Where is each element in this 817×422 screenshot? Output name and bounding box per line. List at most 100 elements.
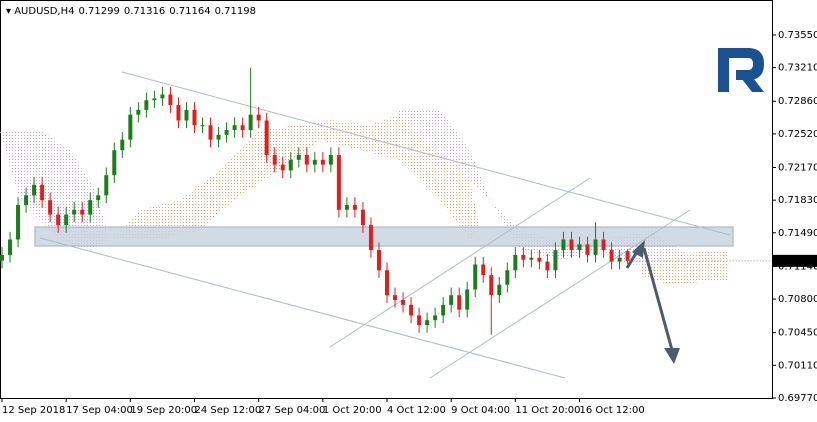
candle-body xyxy=(344,204,349,210)
candle-body xyxy=(328,155,333,165)
x-tick-label: 19 Sep 20:00 xyxy=(130,405,197,416)
resistance-zone xyxy=(34,226,734,247)
candle-body xyxy=(64,214,69,226)
x-tick-label: 16 Oct 12:00 xyxy=(580,405,645,416)
candle-body xyxy=(120,139,125,151)
y-tick-label: 0.72860 xyxy=(778,96,817,107)
x-tick-label: 24 Sep 12:00 xyxy=(195,405,262,416)
trend-channels xyxy=(39,71,731,379)
candle-body xyxy=(168,94,173,106)
candle-body xyxy=(40,184,45,201)
x-tick-label: 9 Oct 04:00 xyxy=(451,405,510,416)
candle-body xyxy=(256,114,261,121)
logo xyxy=(718,48,764,92)
x-tick-label: 11 Oct 20:00 xyxy=(515,405,580,416)
symbol: AUDUSD,H4 xyxy=(14,6,74,17)
candle-body xyxy=(505,270,510,285)
candle-body xyxy=(208,125,213,140)
candle-body xyxy=(336,155,341,210)
candle-body xyxy=(457,295,462,310)
candle-body xyxy=(240,125,245,131)
y-tick-label: 0.73210 xyxy=(778,63,817,74)
candle-body xyxy=(489,275,494,296)
candle-body xyxy=(401,300,406,305)
candle-body xyxy=(248,114,253,131)
candle-body xyxy=(441,304,446,316)
candle-body xyxy=(32,184,37,196)
candle-body xyxy=(521,254,526,260)
candle-body xyxy=(376,250,381,271)
candle-body xyxy=(24,195,29,205)
candle-body xyxy=(601,239,606,251)
candle-body xyxy=(545,261,550,271)
x-tick-label: 12 Sep 2018 xyxy=(2,405,65,416)
header-high: 0.71316 xyxy=(124,6,165,17)
candle-body xyxy=(136,109,141,115)
candle-body xyxy=(513,254,518,271)
candle-body xyxy=(280,164,285,171)
candle-body xyxy=(385,270,390,296)
candle-body xyxy=(16,204,21,240)
header-low: 0.71164 xyxy=(169,6,210,17)
y-tick-label: 0.70800 xyxy=(778,294,817,305)
header-open: 0.71299 xyxy=(79,6,120,17)
candle-body xyxy=(152,98,157,101)
y-tick-label: 0.69770 xyxy=(778,393,817,404)
y-tick-label: 0.71830 xyxy=(778,195,817,206)
candle-body xyxy=(272,155,277,165)
y-tick-label: 0.72170 xyxy=(778,162,817,173)
header-close: 0.71198 xyxy=(215,6,256,17)
candle-body xyxy=(569,239,574,251)
y-tick-label: 0.70110 xyxy=(778,360,817,371)
candle-body xyxy=(481,264,486,276)
candle-body xyxy=(288,159,293,171)
y-tick-label: 0.71490 xyxy=(778,228,817,239)
forecast-arrows xyxy=(625,240,680,364)
candle-body xyxy=(417,315,422,326)
candle-body xyxy=(449,295,454,305)
header-triangle: ▾ xyxy=(6,6,14,17)
x-tick-label: 27 Sep 04:00 xyxy=(259,405,326,416)
x-tick-label: 1 Oct 20:00 xyxy=(323,405,382,416)
candle-body xyxy=(104,175,109,196)
y-tick-label: 0.72520 xyxy=(778,129,817,140)
candle-body xyxy=(593,239,598,255)
candle-body xyxy=(80,209,85,215)
candle-body xyxy=(537,257,542,262)
candle-body xyxy=(112,150,117,176)
y-tick-label: 0.70450 xyxy=(778,328,817,339)
candle-body xyxy=(160,94,165,99)
candle-body xyxy=(48,200,53,215)
candle-body xyxy=(529,257,534,260)
x-tick-label: 17 Sep 04:00 xyxy=(66,405,133,416)
candle-body xyxy=(176,105,181,121)
candle-body xyxy=(296,155,301,160)
price-tag: 0.71198 xyxy=(776,256,817,267)
candle-body xyxy=(96,195,101,201)
chart-header: ▾ AUDUSD,H4 0.71299 0.71316 0.71164 0.71198 xyxy=(6,6,256,17)
candle-body xyxy=(88,200,93,215)
candle-body xyxy=(617,257,622,262)
candle-body xyxy=(0,254,5,261)
candle-body xyxy=(393,295,398,301)
candle-body xyxy=(264,120,269,156)
candle-body xyxy=(497,284,502,296)
candle-body xyxy=(320,159,325,165)
price-tag-box xyxy=(773,254,817,267)
candle-body xyxy=(200,125,205,127)
candle-body xyxy=(192,109,197,126)
candle-body xyxy=(184,109,189,121)
candle-body xyxy=(216,134,221,140)
candle-body xyxy=(304,155,309,165)
candle-body xyxy=(128,114,133,140)
candle-body xyxy=(425,320,430,326)
y-tick-label: 0.73550 xyxy=(778,30,817,41)
candle-body xyxy=(56,214,61,226)
candle-body xyxy=(465,289,470,310)
candle-body xyxy=(360,209,365,226)
plot-frame xyxy=(0,0,773,399)
candle-body xyxy=(224,130,229,135)
candle-body xyxy=(625,251,630,261)
candle-body xyxy=(312,159,317,165)
